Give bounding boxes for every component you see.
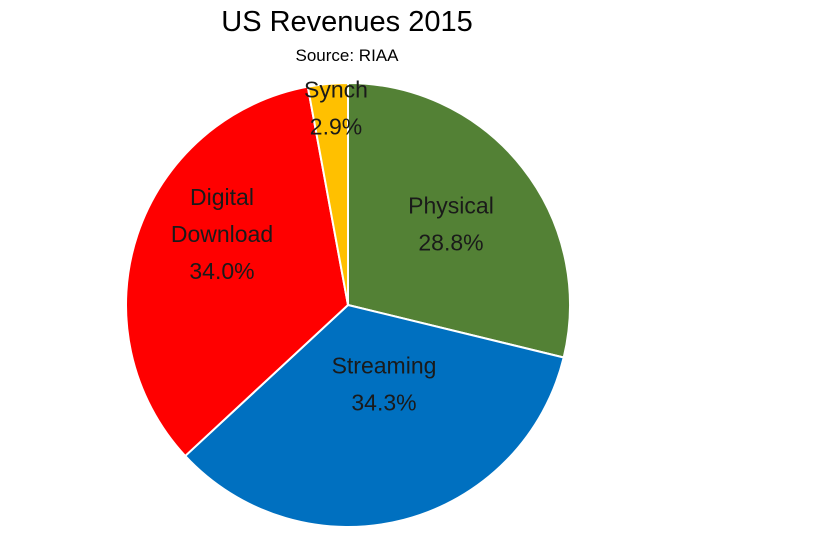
chart-title: US Revenues 2015 [221, 6, 473, 38]
slice-value-digital-download: 34.0% [189, 258, 254, 284]
slice-label-digital-download-line-1: Digital [190, 184, 254, 210]
slice-value-physical: 28.8% [418, 230, 483, 256]
slice-label-streaming: Streaming [332, 353, 437, 379]
pie-slice-physical [347, 81, 571, 359]
slice-label-digital-download-line-2: Download [171, 221, 273, 247]
pie-labels: Physical 28.8% Streaming 34.3% Digital Downlo… [171, 77, 494, 416]
slice-label-synch: Synch [304, 77, 368, 103]
slice-value-streaming: 34.3% [351, 390, 416, 416]
slice-value-synch: 2.9% [310, 114, 362, 140]
chart-subtitle: Source: RIAA [295, 46, 399, 65]
pie-slice-synch [306, 81, 349, 306]
pie-slices [125, 81, 571, 528]
pie-slice-digital-download [125, 85, 350, 458]
slice-label-physical: Physical [408, 193, 494, 219]
pie-slice-streaming [183, 303, 565, 528]
